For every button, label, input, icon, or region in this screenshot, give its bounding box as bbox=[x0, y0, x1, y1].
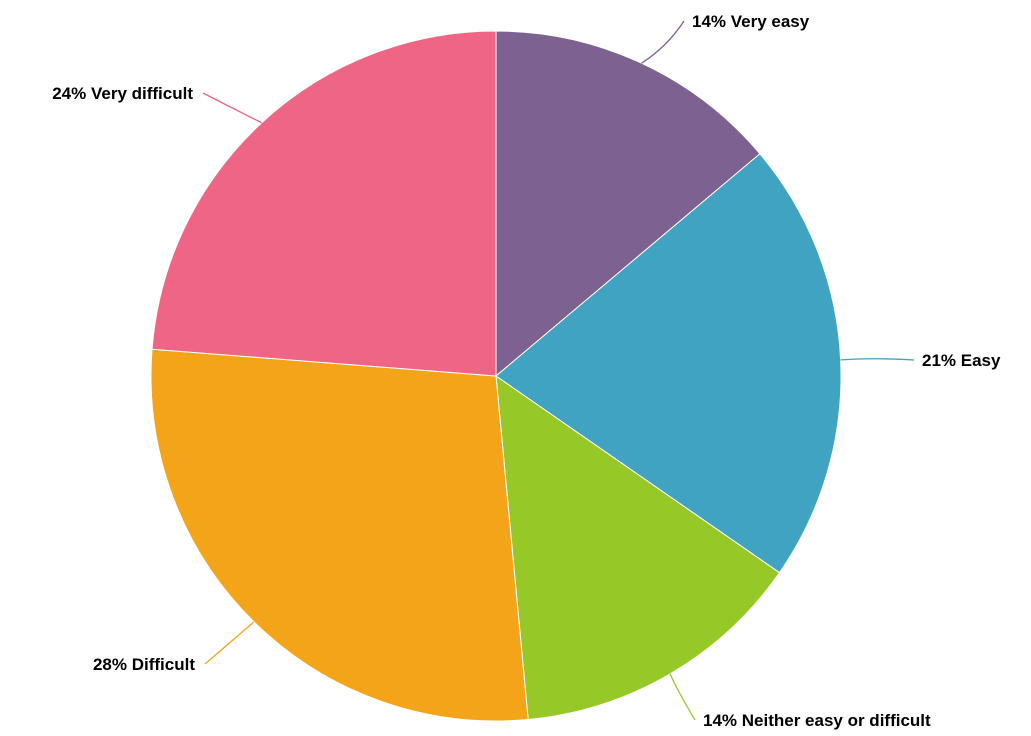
pie-slice-difficult bbox=[150, 348, 529, 722]
slice-label-neither-easy-or-difficult: 14% Neither easy or difficult bbox=[703, 711, 931, 730]
leader-line-neither-easy-or-difficult bbox=[669, 673, 696, 721]
slice-label-very-difficult: 24% Very difficult bbox=[52, 84, 193, 103]
slice-label-very-easy: 14% Very easy bbox=[692, 12, 810, 31]
leader-line-very-easy bbox=[641, 20, 685, 64]
pie-slice-very-difficult bbox=[151, 30, 497, 377]
leader-line-easy bbox=[840, 358, 915, 361]
leader-line-difficult bbox=[204, 621, 255, 665]
slice-label-easy: 21% Easy bbox=[922, 351, 1001, 370]
leader-line-very-difficult bbox=[202, 92, 263, 124]
slice-labels: 14% Very easy 21% Easy 14% Neither easy or… bbox=[52, 12, 1001, 730]
label-leader-lines bbox=[202, 20, 915, 721]
pie-slices bbox=[150, 30, 842, 722]
slice-label-difficult: 28% Difficult bbox=[93, 655, 195, 674]
pie-slice-neither-easy-or-difficult bbox=[495, 374, 781, 721]
